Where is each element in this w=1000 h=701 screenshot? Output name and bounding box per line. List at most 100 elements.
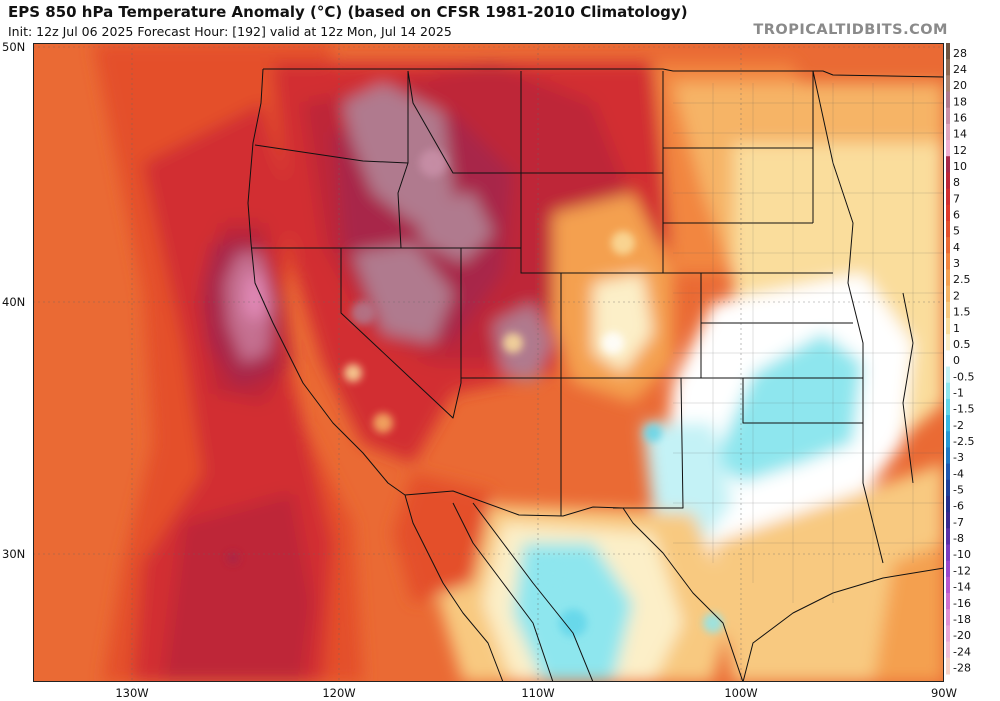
lon-label-100w: 100W [724,686,758,700]
colorbar-label: -12 [953,564,971,577]
colorbar-swatch [946,75,950,93]
lat-label-40n: 40N [2,295,26,309]
colorbar-label: -1 [953,386,964,399]
texture-patch [703,613,723,633]
coastal-anomaly-12 [243,275,267,323]
wyoming-anomaly-10 [413,193,493,263]
colorbar-swatch [946,301,950,319]
colorbar-swatch [946,220,950,238]
colorbar-label: -16 [953,597,971,610]
colorbar-label: 20 [953,79,967,92]
gulf-anomaly-3 [873,543,944,682]
colorbar-label: 12 [953,144,967,157]
gulf-california-coast [452,502,554,682]
colorbar-swatch [946,59,950,76]
oklahoma-outline [681,377,864,424]
colorbar-swatch [946,334,950,351]
colorbar-label: -6 [953,500,964,513]
gulf-coast [742,567,944,682]
county-grid [673,83,944,603]
colorbar-label: -1.5 [953,403,974,416]
colorbar-swatch [946,172,950,190]
colorbar-swatch [946,366,950,384]
colorbar-label: 4 [953,241,960,254]
map-title: EPS 850 hPa Temperature Anomaly (°C) (ba… [8,3,688,21]
colorbar: 28 24 20 18 16 14 12 10 8 7 6 5 4 3 2.5 2 1.5 1 0.5 0 -0.5 -1… [946,43,974,675]
colorbar-label: -3 [953,451,964,464]
texture-patch [611,231,635,255]
colorbar-swatch [946,140,950,157]
colorbar-label: 5 [953,225,960,238]
us-pacific-coast [247,68,406,496]
nebraska-kansas-line [701,272,853,324]
colorbar-label: 1.5 [953,306,971,319]
colorbar-label: -4 [953,467,964,480]
colorbar-label: -2 [953,419,964,432]
texture-patch [644,424,662,442]
colorbar-label: 8 [953,176,960,189]
colorbar-swatch [946,495,950,513]
colorbar-swatch [946,123,950,141]
colorbar-swatch [946,479,950,497]
colorbar-label: 1 [953,322,960,335]
colorbar-label: 18 [953,95,967,108]
colorbar-swatch [946,204,950,222]
brand-watermark: TROPICALTIDBITS.COM [753,22,948,38]
texture-patch [503,333,523,353]
colorbar-label: -18 [953,613,971,626]
nevada-anomaly-10 [353,243,453,343]
colorbar-label: 0.5 [953,338,971,351]
colorbar-label: -24 [953,645,971,658]
baja-coast [404,494,504,682]
colorbar-label: -10 [953,548,971,561]
texture-patch [351,301,375,325]
colorbar-label: 24 [953,63,967,76]
lon-label-120w: 120W [322,686,356,700]
colorbar-swatch [946,625,950,643]
colorbar-label: 16 [953,111,967,124]
colorbar-swatch [946,447,950,465]
colorbar-swatch [946,269,950,287]
colorbar-swatch [946,560,950,578]
lon-label-110w: 110W [521,686,555,700]
map-frame [33,43,944,682]
texture-patch [419,149,447,177]
colorbar-swatch [946,188,950,206]
montana-outline [407,70,522,174]
nevada-outline [340,248,462,419]
colorbar-label: -20 [953,629,971,642]
idaho-west-line [397,71,409,249]
colorbar-swatch [946,253,950,271]
colorbar-swatch [946,528,950,546]
texture-patch [602,332,624,354]
oregon-washington-line [254,144,409,164]
colorbar-swatch [946,237,950,254]
colorbar-swatch [946,156,950,174]
colorbar-label: 14 [953,128,967,141]
map-subtitle: Init: 12z Jul 06 2025 Forecast Hour: [19… [8,24,452,39]
colorbar-swatch [946,576,950,594]
colorbar-swatch [946,382,950,400]
sonora-anomaly-5 [393,473,493,603]
colorbar-label: -5 [953,484,964,497]
colorbar-swatch [946,107,950,125]
colorbar-label: 10 [953,160,967,173]
pacific-anomaly-6 [163,493,313,682]
colorbar-swatch [946,544,950,562]
texture-patch [543,563,563,583]
colorbar-label: 6 [953,209,960,222]
colorbar-swatch [946,463,950,481]
colorbar-swatch [946,350,950,368]
colorbar-swatch [946,318,950,335]
texture-patch [559,609,587,637]
colorbar-swatch [946,415,950,432]
colorbar-label: -0.5 [953,370,974,383]
us-canada-border [263,68,944,78]
colorbar-swatch [946,43,950,60]
colorbar-swatch [946,593,950,610]
colorbar-swatch [946,609,950,626]
lat-label-30n: 30N [2,547,26,561]
colorbar-label: 2.5 [953,273,971,286]
colorbar-label: 0 [953,354,960,367]
mexico-mainland-coast [472,502,594,682]
